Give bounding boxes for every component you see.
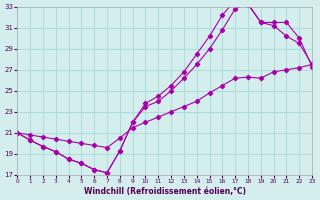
X-axis label: Windchill (Refroidissement éolien,°C): Windchill (Refroidissement éolien,°C) <box>84 187 246 196</box>
